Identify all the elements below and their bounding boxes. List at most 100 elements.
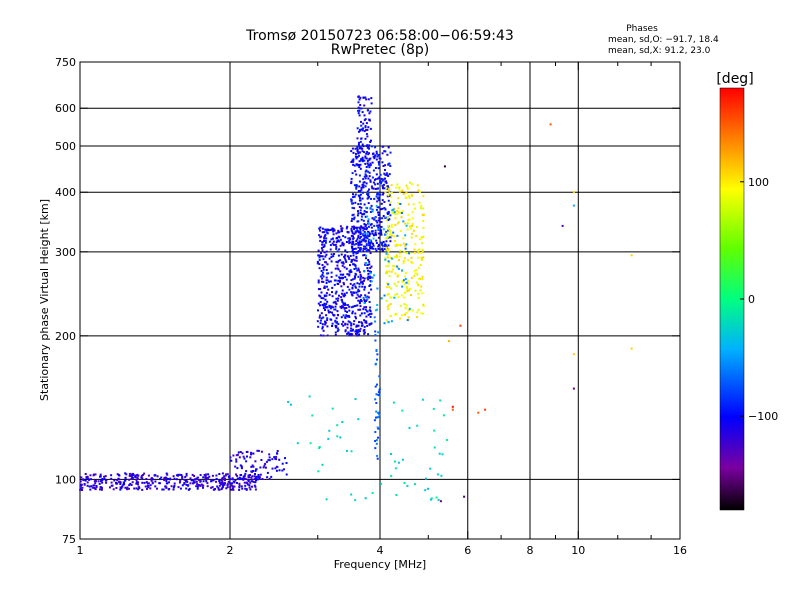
- data-point: [360, 321, 363, 324]
- data-point: [378, 228, 381, 231]
- data-point: [405, 197, 408, 199]
- data-point: [417, 189, 420, 192]
- data-point: [356, 137, 359, 140]
- data-point: [363, 332, 366, 335]
- data-point: [215, 480, 217, 483]
- data-point: [227, 481, 230, 484]
- data-point: [381, 179, 384, 182]
- data-point: [361, 147, 364, 150]
- data-point: [435, 496, 438, 499]
- data-point: [317, 254, 320, 257]
- data-point: [342, 235, 345, 237]
- data-point: [375, 242, 378, 244]
- data-point: [394, 256, 397, 259]
- data-point: [365, 300, 367, 302]
- data-point: [234, 479, 237, 482]
- data-point: [393, 235, 396, 238]
- data-point: [324, 228, 327, 231]
- data-point: [226, 484, 229, 487]
- data-point: [82, 478, 84, 481]
- data-point: [349, 264, 351, 267]
- data-point: [404, 222, 407, 225]
- data-point: [353, 232, 356, 235]
- data-point: [179, 479, 182, 482]
- data-point: [251, 475, 254, 478]
- data-point: [414, 272, 417, 275]
- data-point: [95, 485, 98, 487]
- data-point: [325, 269, 328, 271]
- data-point: [218, 488, 221, 491]
- data-point: [238, 482, 241, 485]
- data-point: [121, 485, 124, 488]
- data-point: [398, 259, 400, 261]
- data-point: [399, 211, 402, 214]
- data-point: [411, 217, 414, 220]
- data-point: [400, 216, 403, 219]
- data-point: [376, 155, 379, 158]
- data-point: [350, 259, 353, 261]
- phase-info-heading: Phases: [626, 24, 658, 34]
- data-point: [407, 280, 410, 283]
- data-point: [84, 479, 87, 482]
- data-point: [368, 231, 371, 234]
- data-point: [366, 193, 368, 196]
- data-point: [377, 247, 380, 250]
- data-point: [399, 244, 402, 247]
- data-point: [365, 157, 368, 160]
- data-point: [104, 475, 107, 478]
- data-point: [211, 474, 214, 477]
- data-point: [358, 206, 361, 208]
- data-point: [375, 205, 378, 207]
- data-point: [408, 252, 410, 255]
- data-point: [245, 488, 248, 491]
- data-point: [375, 416, 377, 419]
- data-point: [156, 487, 158, 490]
- data-point: [244, 487, 247, 490]
- data-point: [418, 277, 421, 280]
- data-point: [254, 481, 257, 484]
- data-point: [356, 127, 359, 130]
- data-point: [374, 320, 377, 323]
- data-point: [360, 300, 363, 303]
- data-point: [358, 333, 361, 336]
- data-point: [233, 485, 236, 488]
- data-point: [164, 485, 167, 488]
- data-point: [181, 484, 184, 487]
- data-point: [99, 488, 101, 491]
- data-point: [355, 329, 358, 332]
- data-point: [350, 180, 353, 183]
- data-point: [331, 295, 334, 298]
- data-point: [361, 156, 364, 159]
- data-point: [134, 474, 137, 477]
- data-point: [430, 497, 433, 500]
- data-point: [411, 309, 414, 312]
- data-point: [375, 442, 378, 445]
- data-point: [399, 249, 402, 252]
- data-point: [271, 467, 274, 470]
- data-point: [410, 193, 413, 196]
- data-point: [387, 194, 390, 197]
- data-point: [145, 481, 148, 484]
- data-point: [236, 474, 238, 477]
- data-point: [346, 323, 349, 326]
- data-point: [202, 486, 204, 489]
- data-point: [330, 238, 333, 241]
- data-point: [365, 249, 368, 252]
- data-point: [374, 447, 377, 450]
- data-point: [387, 229, 390, 232]
- data-point: [143, 472, 146, 475]
- data-point: [422, 195, 425, 198]
- data-point: [369, 280, 372, 282]
- data-point: [354, 155, 357, 158]
- data-point: [243, 477, 246, 480]
- data-point: [334, 305, 337, 308]
- data-point: [335, 245, 338, 248]
- data-point: [386, 213, 389, 215]
- data-point: [402, 260, 405, 262]
- data-point: [270, 475, 273, 478]
- data-point: [421, 292, 424, 295]
- data-point: [402, 220, 405, 223]
- data-point: [355, 325, 358, 328]
- data-point: [323, 235, 326, 238]
